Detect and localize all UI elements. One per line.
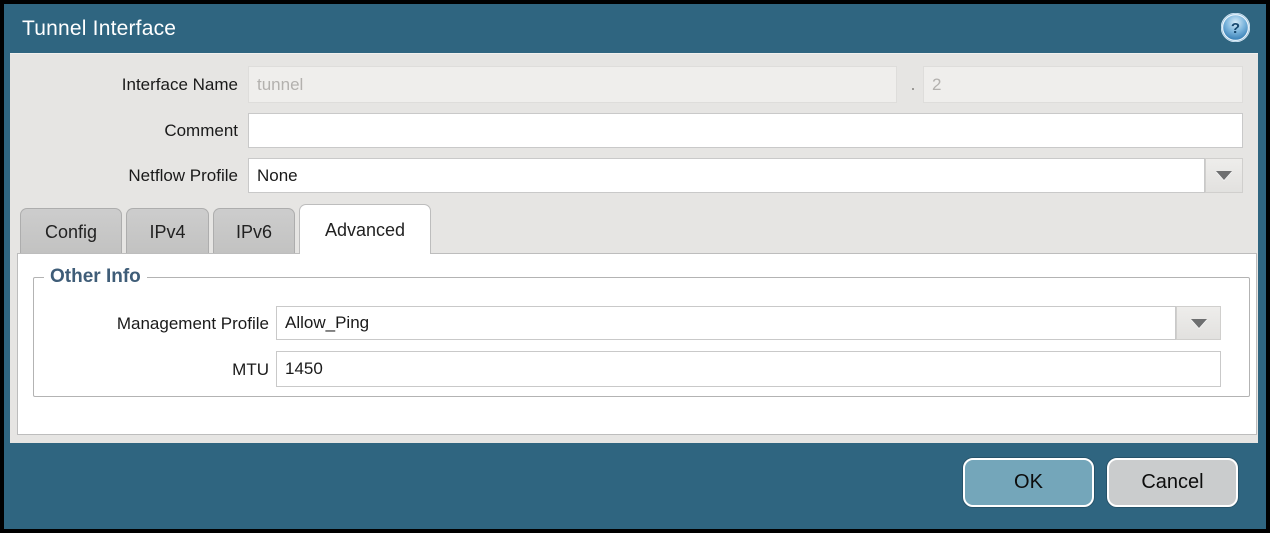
- cancel-button[interactable]: Cancel: [1107, 458, 1238, 507]
- other-info-group: Other Info Management Profile MTU: [33, 266, 1250, 397]
- mtu-label: MTU: [232, 360, 269, 379]
- svg-text:?: ?: [1231, 20, 1240, 37]
- tab-bar: Config IPv4 IPv6 Advanced: [20, 204, 435, 254]
- chevron-down-icon: [1216, 171, 1232, 180]
- dialog-title: Tunnel Interface: [22, 17, 177, 40]
- management-profile-label: Management Profile: [116, 314, 269, 333]
- interface-name-input: [248, 66, 897, 103]
- management-profile-input[interactable]: [276, 306, 1176, 340]
- mtu-input[interactable]: [276, 351, 1221, 387]
- form-panel: Interface Name . Comment Netflow Profile…: [10, 53, 1258, 443]
- tab-ipv4[interactable]: IPv4: [126, 208, 209, 254]
- tab-ipv6[interactable]: IPv6: [213, 208, 295, 254]
- subinterface-number-input: [923, 66, 1243, 103]
- netflow-profile-dropdown-button[interactable]: [1205, 158, 1243, 193]
- netflow-profile-input[interactable]: [248, 158, 1205, 193]
- comment-label: Comment: [164, 121, 238, 140]
- chevron-down-icon: [1190, 318, 1207, 328]
- subinterface-separator: .: [910, 74, 916, 94]
- tab-config[interactable]: Config: [20, 208, 122, 254]
- other-info-legend: Other Info: [50, 266, 141, 287]
- advanced-tab-panel: Other Info Management Profile MTU: [17, 253, 1257, 435]
- management-profile-dropdown-button[interactable]: [1176, 306, 1221, 340]
- tab-advanced[interactable]: Advanced: [299, 204, 431, 254]
- comment-input[interactable]: [248, 113, 1243, 148]
- help-icon[interactable]: ?: [1220, 12, 1251, 43]
- netflow-profile-label: Netflow Profile: [128, 166, 238, 185]
- ok-button[interactable]: OK: [963, 458, 1094, 507]
- title-bar: Tunnel Interface ?: [4, 4, 1266, 53]
- interface-name-label: Interface Name: [121, 75, 238, 94]
